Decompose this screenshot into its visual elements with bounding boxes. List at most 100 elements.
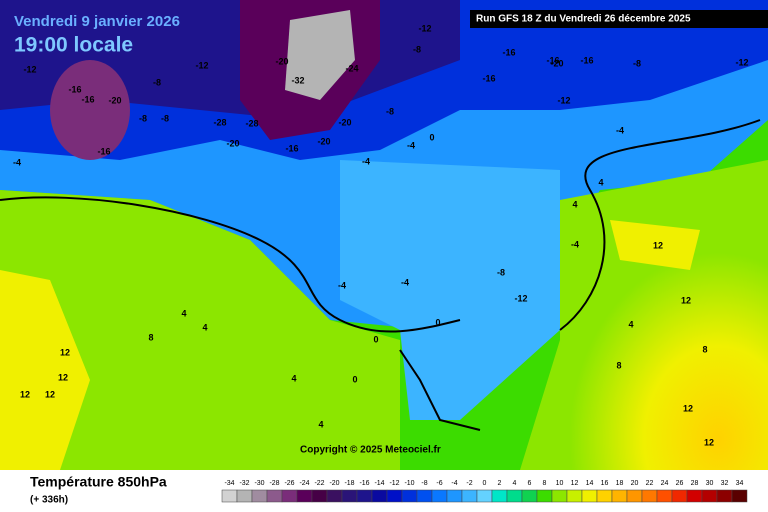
legend-tick: 2	[498, 480, 502, 487]
contour-label: -4	[401, 277, 409, 287]
contour-label: 4	[202, 322, 207, 332]
legend-swatch	[416, 489, 433, 503]
contour-label: -16	[482, 73, 495, 83]
contour-label: -4	[338, 280, 346, 290]
contour-label: 4	[628, 319, 633, 329]
field-title: Température 850hPa	[30, 474, 167, 490]
contour-label: -4	[407, 140, 415, 150]
contour-label: -16	[81, 94, 94, 104]
contour-label: -16	[502, 47, 515, 57]
contour-label: 0	[352, 374, 357, 384]
legend-tick: -26	[284, 480, 294, 487]
contour-label: -16	[97, 146, 110, 156]
contour-label: -4	[616, 125, 624, 135]
legend-tick: 12	[571, 480, 579, 487]
legend-tick: 8	[543, 480, 547, 487]
contour-label: -8	[413, 44, 421, 54]
legend-swatch	[731, 489, 748, 503]
legend-tick: 6	[528, 480, 532, 487]
legend-tick: -12	[389, 480, 399, 487]
contour-labels: -16-16 -20-16-12-8-8 -8-12-12-28-20-20-32-…	[13, 23, 749, 447]
contour-label: -8	[139, 113, 147, 123]
legend-tick: -32	[239, 480, 249, 487]
contour-label: 0	[429, 132, 434, 142]
contour-label: -16	[285, 143, 298, 153]
legend-swatch	[311, 489, 328, 503]
legend-tick: -28	[269, 480, 279, 487]
legend-tick: -24	[299, 480, 309, 487]
legend-swatch	[491, 489, 508, 503]
legend-swatch	[221, 489, 238, 503]
legend-tick: -6	[436, 480, 442, 487]
color-legend: -34 -32 -30 -28 -26 -24 -22 -20 -18 -16 -14 -12 -10-…	[221, 480, 748, 503]
legend-tick: -20	[329, 480, 339, 487]
legend-swatch	[296, 489, 313, 503]
map-field	[0, 0, 768, 470]
contour-label: -8	[497, 267, 505, 277]
legend-tick: -14	[374, 480, 384, 487]
legend-swatch	[431, 489, 448, 503]
contour-label: -20	[275, 56, 288, 66]
contour-label: -12	[23, 64, 36, 74]
lead-time: (+ 336h)	[30, 495, 68, 506]
legend-swatch	[716, 489, 733, 503]
legend-tick: -2	[466, 480, 472, 487]
legend-tick: -18	[344, 480, 354, 487]
legend-tick: 22	[646, 480, 654, 487]
contour-label: -4	[13, 157, 21, 167]
legend-swatch	[356, 489, 373, 503]
legend-swatch	[461, 489, 478, 503]
run-label: Run GFS 18 Z du Vendredi 26 décembre 202…	[476, 14, 691, 25]
legend-tick: -34	[224, 480, 234, 487]
contour-label: -8	[386, 106, 394, 116]
legend-tick: 4	[513, 480, 517, 487]
contour-label: -20	[226, 138, 239, 148]
legend-tick: 10	[556, 480, 564, 487]
legend-tick: 26	[676, 480, 684, 487]
contour-label: 0	[435, 317, 440, 327]
contour-label: 4	[572, 199, 577, 209]
legend-tick: 32	[721, 480, 729, 487]
contour-label: 12	[653, 240, 663, 250]
legend-swatch	[341, 489, 358, 503]
legend-swatch	[581, 489, 598, 503]
contour-label: -4	[571, 239, 579, 249]
legend-tick: -8	[421, 480, 427, 487]
legend-swatch	[251, 489, 268, 503]
contour-label: 0	[373, 334, 378, 344]
legend-tick: 34	[736, 480, 744, 487]
contour-label: -4	[362, 156, 370, 166]
contour-label: -8	[633, 58, 641, 68]
copyright: Copyright © 2025 Meteociel.fr	[300, 445, 441, 456]
legend-swatch	[326, 489, 343, 503]
contour-label: 12	[60, 347, 70, 357]
legend-swatch	[446, 489, 463, 503]
contour-label: 4	[291, 373, 296, 383]
contour-label: -20	[108, 95, 121, 105]
legend-tick: 28	[691, 480, 699, 487]
contour-label: -28	[245, 118, 258, 128]
contour-label: -16	[580, 55, 593, 65]
contour-label: -20	[338, 117, 351, 127]
legend-swatch	[371, 489, 388, 503]
contour-label: 12	[683, 403, 693, 413]
legend-swatch	[686, 489, 703, 503]
legend-tick: 18	[616, 480, 624, 487]
legend-swatch	[536, 489, 553, 503]
contour-label: 8	[702, 344, 707, 354]
contour-label: 12	[58, 372, 68, 382]
date-label: Vendredi 9 janvier 2026	[14, 13, 180, 30]
contour-label: -12	[557, 95, 570, 105]
contour-label: 12	[681, 295, 691, 305]
legend-swatch	[551, 489, 568, 503]
contour-label: -12	[514, 293, 527, 303]
legend-swatch	[386, 489, 403, 503]
legend-swatch	[656, 489, 673, 503]
contour-label: 12	[45, 389, 55, 399]
contour-label: -24	[345, 63, 358, 73]
contour-label: 4	[598, 177, 603, 187]
legend-swatch	[596, 489, 613, 503]
contour-label: -20	[550, 58, 563, 68]
contour-label: -12	[195, 60, 208, 70]
